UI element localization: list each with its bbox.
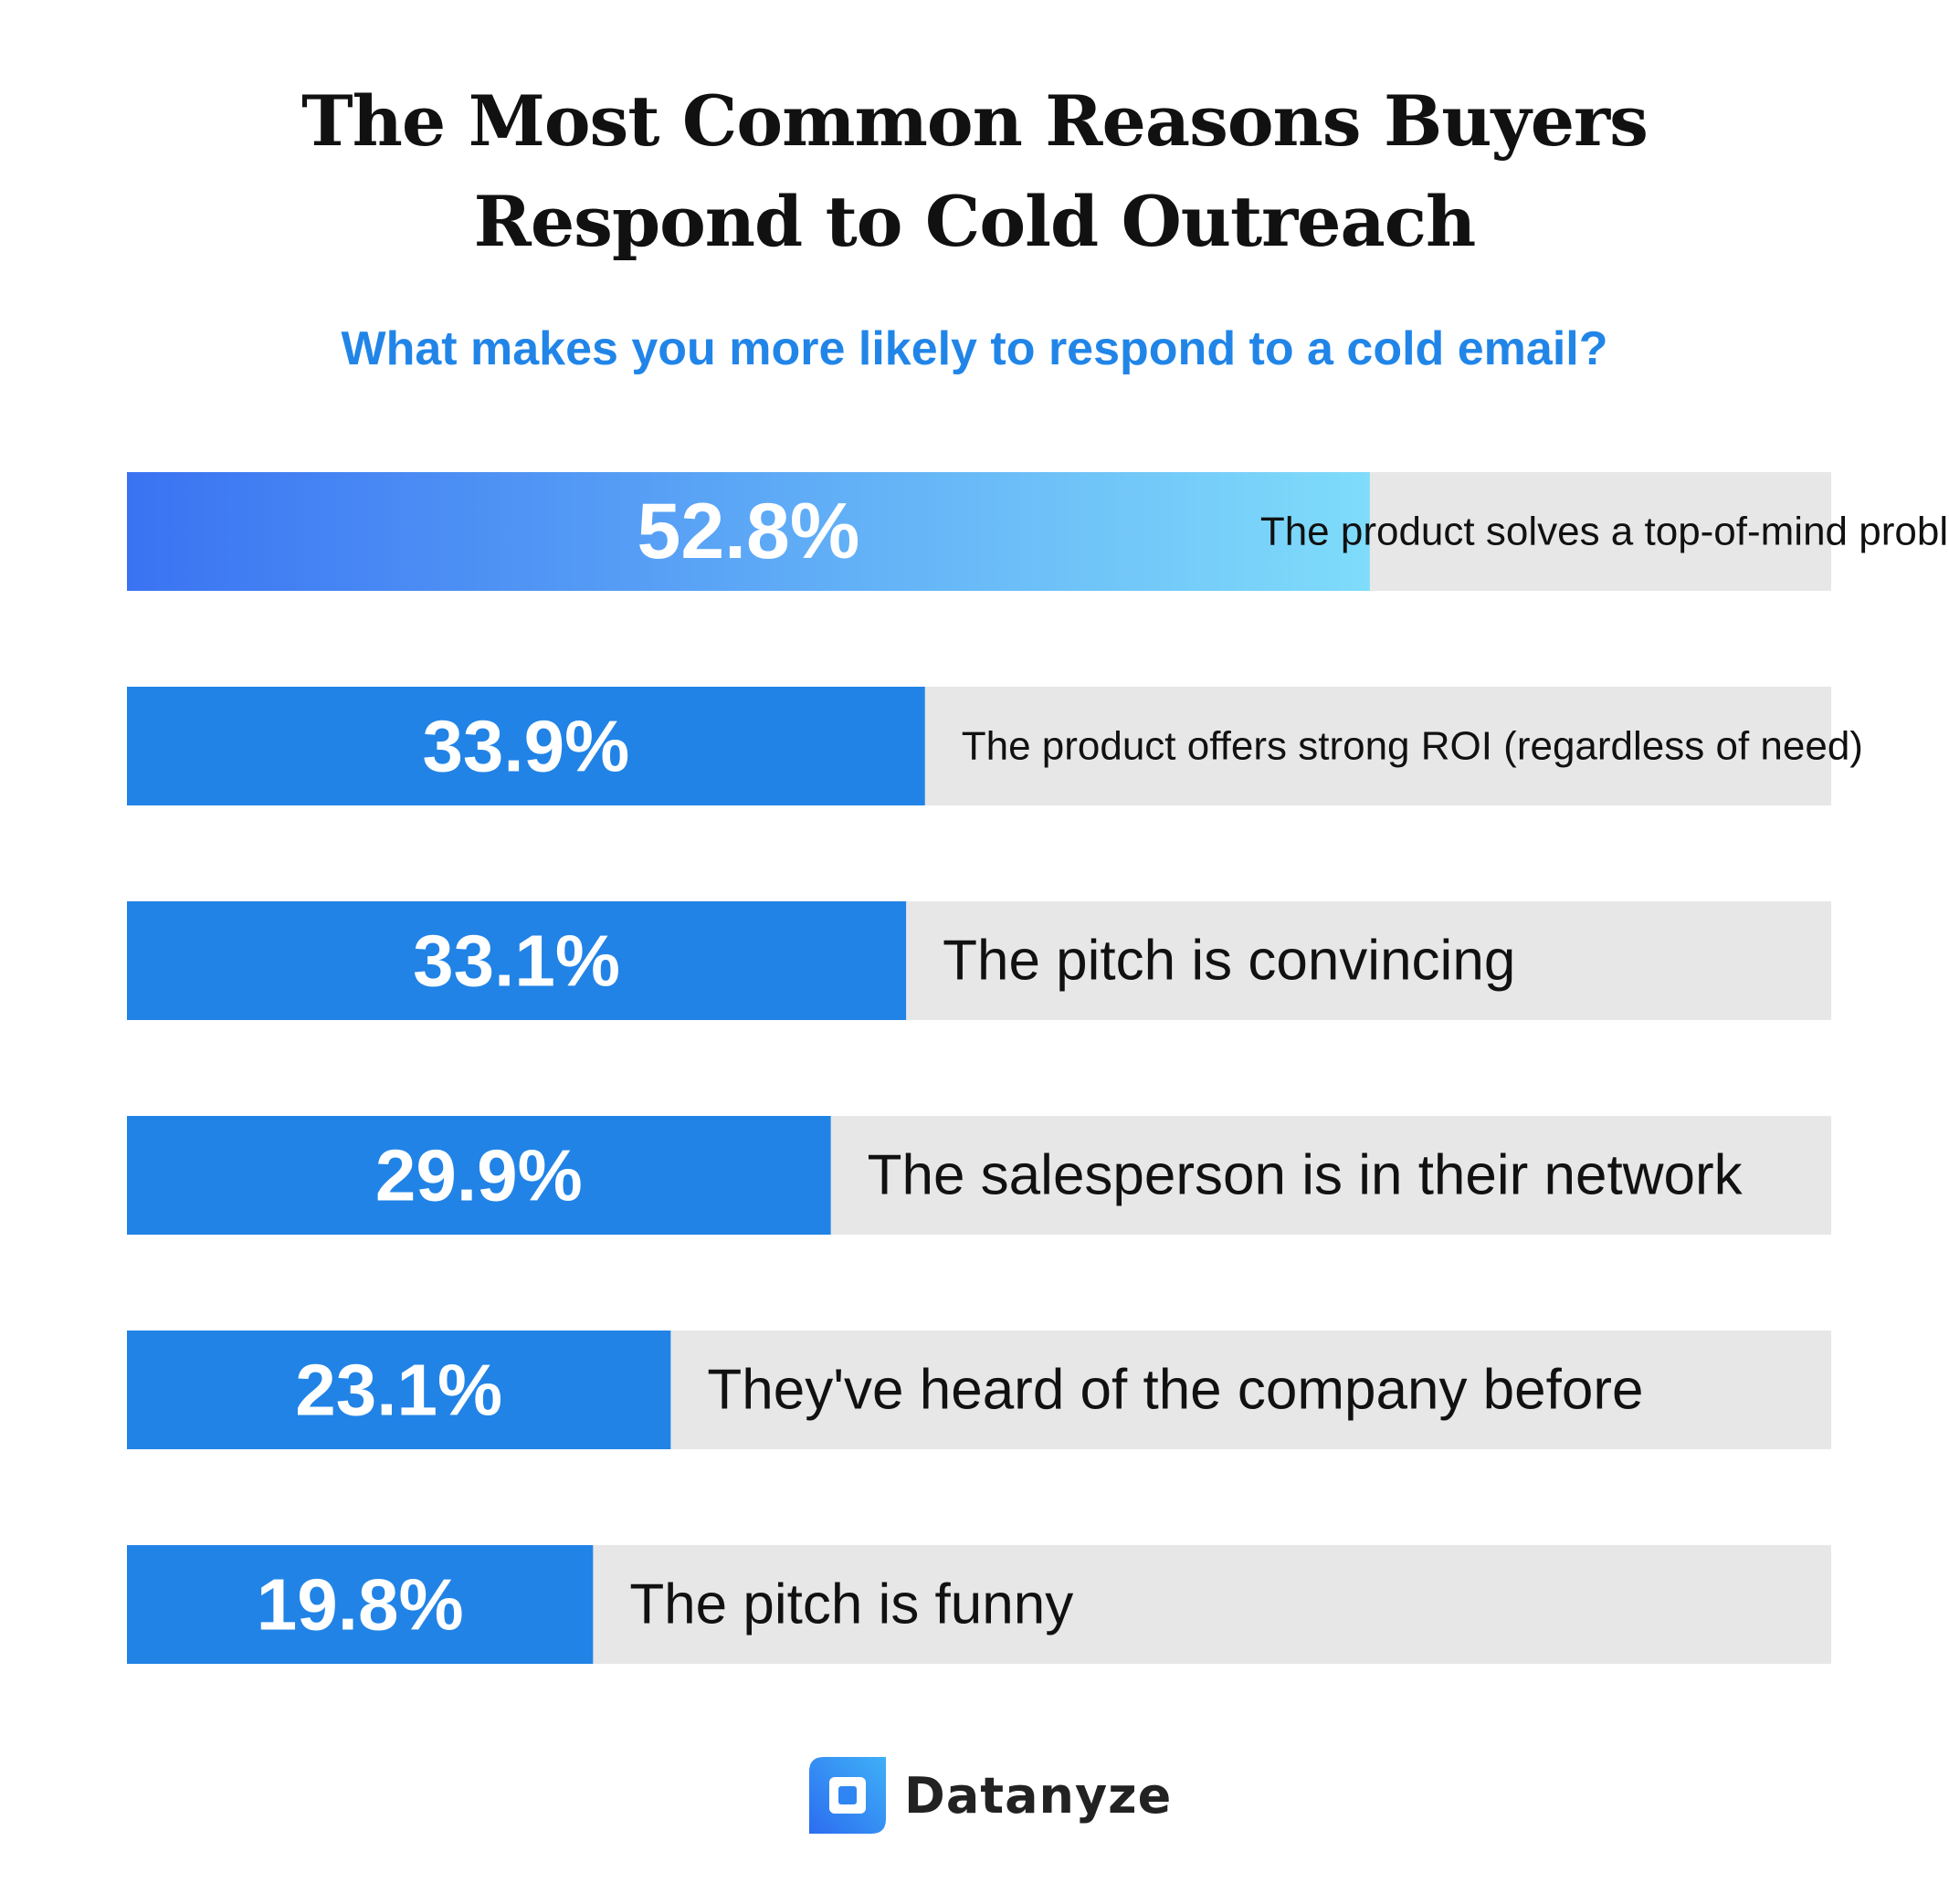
bar [127, 472, 1370, 591]
bar-value-label: 23.1% [295, 1350, 502, 1431]
bar [127, 687, 925, 805]
bar-value-label: 33.9% [422, 706, 629, 787]
bar-category-label: The product solves a top-of-mind problem [1260, 510, 1949, 554]
brand-name: Datanyze [904, 1766, 1173, 1825]
bar-category-label: The pitch is funny [629, 1573, 1073, 1636]
brand-logo: Datanyze [809, 1757, 1172, 1834]
bar [127, 901, 907, 1020]
bar-category-label: The product offers strong ROI (regardles… [962, 724, 1863, 769]
bar [127, 1545, 594, 1664]
bar-category-label: The pitch is convincing [943, 930, 1515, 993]
chart-title-line-2: Respond to Cold Outreach [473, 181, 1477, 262]
bar-category-label: The salesperson is in their network [868, 1144, 1744, 1207]
bar-category-label: They've heard of the company before [707, 1359, 1643, 1422]
bar-value-label: 29.9% [375, 1135, 583, 1216]
bar [127, 1331, 671, 1449]
bar-value-label: 19.8% [257, 1564, 464, 1646]
datanyze-logo-icon [809, 1757, 886, 1834]
bar-value-label: 52.8% [637, 488, 859, 575]
bar-value-label: 33.1% [413, 920, 620, 1002]
chart-title-line-1: The Most Common Reasons Buyers [301, 80, 1649, 162]
chart-title: The Most Common Reasons Buyers Respond t… [0, 71, 1949, 272]
bar [127, 1116, 831, 1235]
chart-subtitle: What makes you more likely to respond to… [341, 322, 1608, 375]
